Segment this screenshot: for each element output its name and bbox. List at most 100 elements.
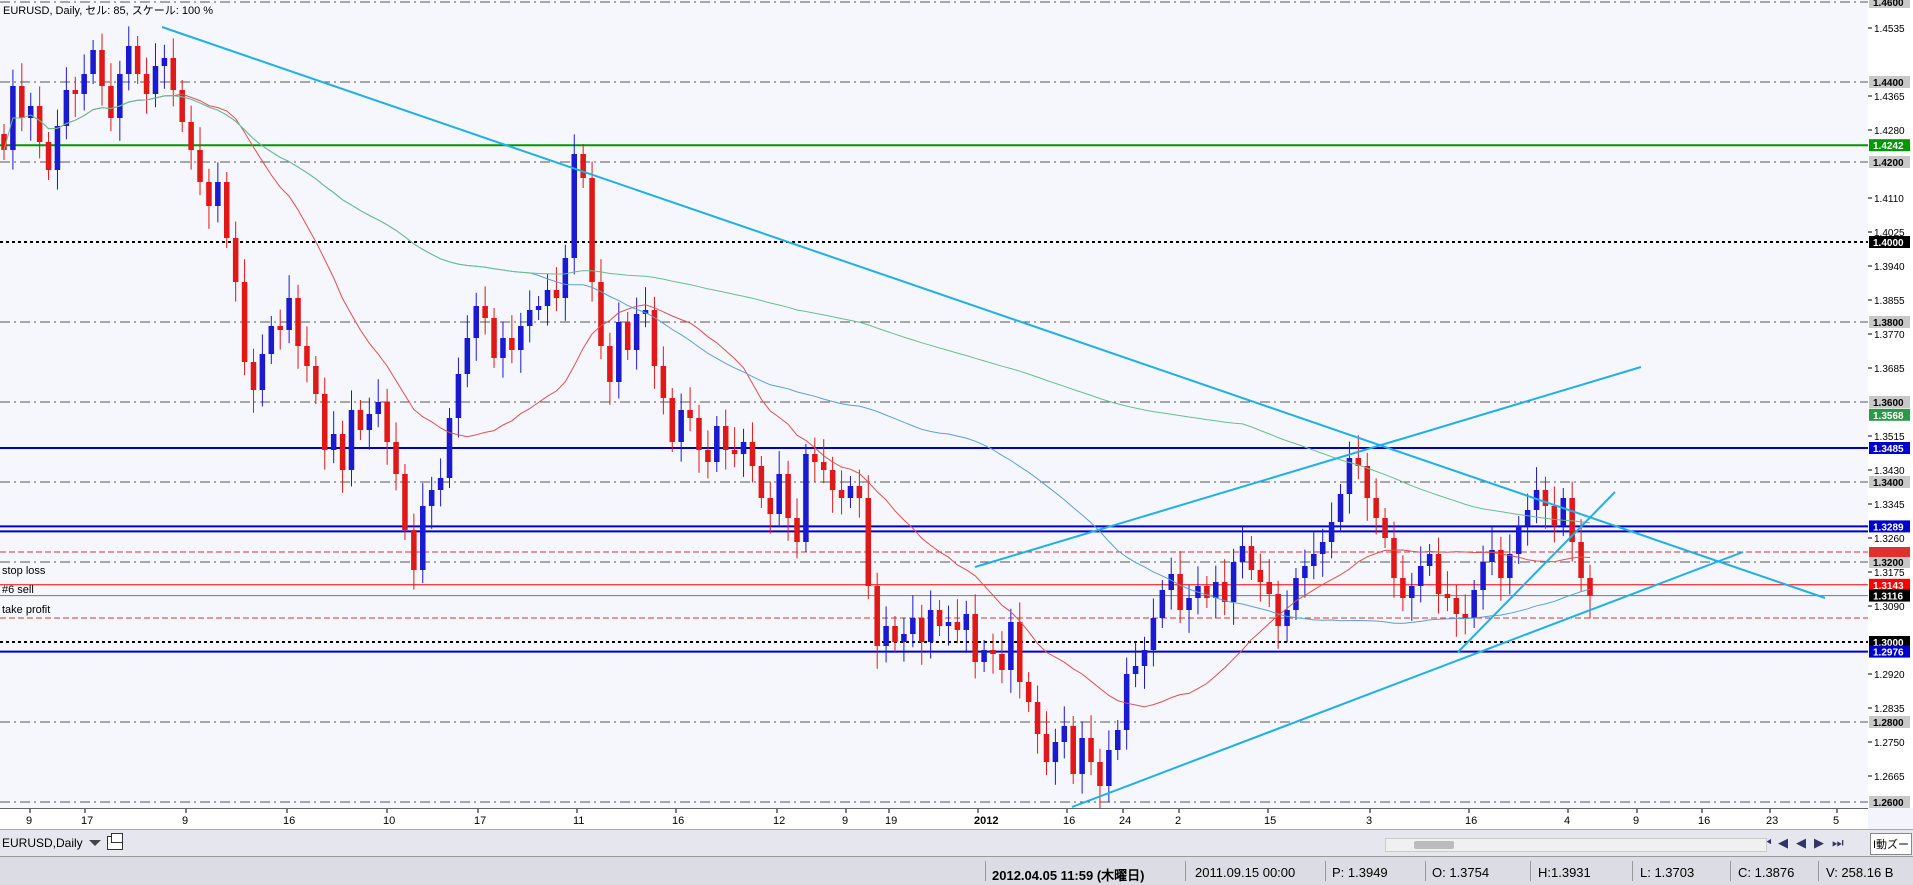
time-tick-label: 17 (474, 815, 486, 827)
bear-candle (722, 426, 729, 450)
bull-candle (847, 486, 854, 498)
price-level-label: 1.3143 (1873, 581, 1904, 592)
status-bar-time: 2011.09.15 00:00 (1195, 865, 1296, 880)
bull-candle (945, 622, 952, 626)
time-axis[interactable]: 9 17 9 16 10 17 11 16 12 9 19 2012 16 24 2 15 3 16 4 9 16 23 5 (0, 808, 1868, 830)
take-profit-label: take profit (2, 604, 51, 616)
bull-candle (1346, 458, 1353, 494)
price-level-tag (1869, 396, 1910, 408)
bull-candle (1061, 726, 1068, 742)
price-level-tag (1869, 520, 1910, 533)
price-level-label: 1.3289 (1873, 522, 1904, 533)
scroll-left-icon[interactable]: ◀ (1778, 835, 1788, 850)
price-tick-label: 1.3940 (1874, 262, 1905, 273)
chart-scrollbar[interactable] (1385, 838, 1767, 852)
chart-tab[interactable]: EURUSD,Daily (2, 833, 123, 853)
price-chart[interactable] (0, 0, 1868, 808)
price-level-tag (1869, 645, 1910, 658)
chart-title: EURUSD, Daily, セル: 85, スケール: 100 % (3, 5, 214, 17)
price-axis[interactable]: 1.4535 1.4365 1.4280 1.4110 1.4025 1.3940 1.38… (1868, 0, 1913, 808)
bull-candle (642, 310, 649, 314)
bull-candle (117, 74, 123, 118)
auto-zoom-button[interactable]: I動ズー (1870, 833, 1912, 855)
bear-candle (1257, 570, 1264, 582)
status-low: L: 1.3703 (1640, 865, 1695, 880)
bear-candle (999, 654, 1005, 670)
price-level-label: 1.4242 (1873, 141, 1904, 152)
bear-candle (660, 366, 667, 398)
bear-candle (509, 338, 515, 350)
bear-candle (250, 362, 257, 390)
bear-candle (1, 134, 7, 150)
time-tick-label: 12 (773, 815, 785, 827)
bear-candle (1462, 614, 1469, 618)
bear-candle (1364, 466, 1371, 498)
bull-candle (1159, 590, 1166, 618)
bear-candle (313, 366, 319, 394)
scroll-last-icon[interactable]: ⏭ (1832, 835, 1844, 850)
chart-area[interactable]: EURUSD, Daily, セル: 85, スケール: 100 % stop … (0, 0, 1869, 808)
bull-candle (1150, 618, 1157, 650)
bear-candle (1266, 582, 1272, 594)
bull-candle (1168, 574, 1174, 590)
time-tick-label: 15 (1264, 815, 1276, 827)
bull-candle (455, 374, 462, 418)
bull-candle (330, 434, 337, 450)
time-tick-label: 3 (1366, 815, 1372, 827)
time-tick-label: 11 (573, 815, 584, 827)
bear-candle (393, 442, 399, 474)
time-tick-label: 17 (81, 815, 93, 827)
scroll-prev-icon[interactable]: ◀ (1796, 835, 1806, 850)
bull-candle (1560, 498, 1567, 526)
scroll-thumb[interactable] (1414, 841, 1454, 849)
bull-candle (464, 338, 471, 374)
time-tick-label: 19 (885, 815, 897, 827)
bear-candle (624, 322, 631, 350)
bear-candle (651, 310, 658, 366)
price-level-label: 1.3400 (1873, 478, 1904, 489)
bull-candle (90, 50, 96, 74)
price-tick-label: 1.2750 (1874, 738, 1905, 749)
bear-candle (785, 474, 791, 518)
scroll-right-icon[interactable]: ▶ (1814, 835, 1824, 850)
time-tick-label: 9 (1633, 815, 1639, 827)
window-restore-icon[interactable] (106, 833, 123, 850)
time-tick-label: 16 (1698, 815, 1710, 827)
time-tick-label: 2 (1175, 815, 1181, 827)
tab-dropdown-icon[interactable] (88, 840, 101, 846)
bear-candle (856, 486, 863, 498)
price-tick-label: 1.4535 (1874, 24, 1905, 35)
bull-candle (161, 58, 168, 66)
bull-candle (1106, 750, 1112, 786)
price-level-label: 1.3600 (1873, 398, 1904, 409)
trend-line (161, 26, 1826, 599)
price-level-tag (1869, 578, 1910, 591)
chart-tab-bar: EURUSD,Daily ⏮ ◀ ◀ ▶ ⏭ I動ズー (0, 829, 1913, 857)
bear-candle (954, 622, 961, 630)
bull-candle (446, 418, 453, 478)
price-tick-label: 1.3855 (1874, 296, 1905, 307)
bear-candle (1400, 578, 1406, 598)
bull-candle (215, 182, 221, 206)
bear-candle (143, 74, 150, 94)
price-tick-label: 1.3175 (1874, 568, 1905, 579)
bull-candle (1132, 666, 1139, 674)
price-level-label: 1.4200 (1873, 158, 1904, 169)
bear-candle (134, 46, 141, 74)
time-tick-label: 16 (672, 815, 684, 827)
bull-candle (1052, 742, 1059, 762)
bull-candle (1515, 526, 1522, 554)
price-level-label: 1.2600 (1873, 798, 1904, 808)
bear-candle (232, 238, 239, 282)
bear-candle (411, 530, 417, 570)
bull-candle (27, 106, 34, 118)
price-tick-label: 1.3430 (1874, 466, 1905, 477)
bull-candle (1079, 738, 1085, 774)
bull-candle (366, 414, 373, 430)
bull-candle (1123, 674, 1130, 730)
bear-candle (1373, 498, 1379, 518)
bull-candle (473, 306, 479, 338)
bear-candle (918, 618, 925, 642)
bear-candle (1034, 702, 1041, 734)
bear-candle (874, 586, 880, 646)
